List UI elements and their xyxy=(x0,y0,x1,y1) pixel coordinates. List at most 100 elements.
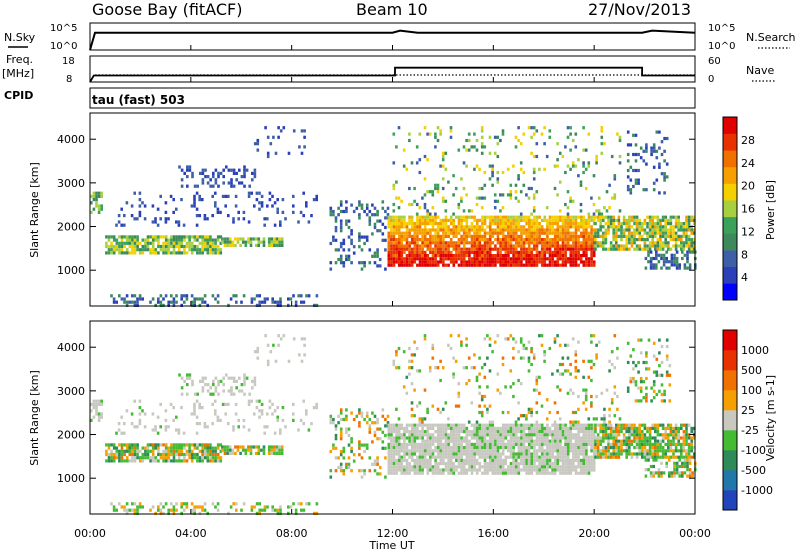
power-cell-661 xyxy=(345,200,348,204)
power-cell-1525 xyxy=(527,247,531,251)
power-cell-1117 xyxy=(452,260,456,264)
power-cell-429 xyxy=(151,220,155,224)
power-cell-1506 xyxy=(525,234,528,238)
velocity-cell-935 xyxy=(418,465,422,469)
power-cell-2462 xyxy=(677,218,680,222)
power-cell-982 xyxy=(426,263,430,267)
power-cell-275 xyxy=(260,240,263,244)
power-cell-2416 xyxy=(661,247,665,251)
power-cell-111 xyxy=(151,251,155,255)
power-cell-1773 xyxy=(574,215,578,219)
velocity-cell-128 xyxy=(162,459,165,463)
power-cell-1101 xyxy=(449,244,453,248)
power-cell-944 xyxy=(421,231,424,235)
power-cell-1663 xyxy=(553,241,557,245)
power-cell-1597 xyxy=(540,254,544,258)
power-cell-1904 xyxy=(408,186,411,191)
power-cell-1998 xyxy=(478,167,481,171)
power-cell-1047 xyxy=(439,244,443,248)
power-cell-1415 xyxy=(509,222,513,226)
power-cell-755 xyxy=(387,225,391,229)
power-cell-2073 xyxy=(530,135,533,139)
velocity-cell-1648 xyxy=(548,455,552,459)
power-cell-1488 xyxy=(522,215,526,219)
velocity-cell-1597 xyxy=(540,433,544,437)
power-cell-572 xyxy=(227,168,231,172)
power-cell-2170 xyxy=(605,209,609,213)
power-cell-715 xyxy=(371,203,374,207)
power-cell-2573 xyxy=(683,253,687,257)
power-cell-913 xyxy=(416,222,419,226)
power-cell-720 xyxy=(373,213,377,217)
power-cell-1390 xyxy=(504,244,508,248)
velocity-cell-224 xyxy=(211,452,215,457)
power-cell-1011 xyxy=(434,215,437,219)
velocity-cell-719 xyxy=(373,414,377,418)
power-cell-2584 xyxy=(691,250,694,254)
power-cell-723 xyxy=(373,251,377,255)
power-cell-228 xyxy=(214,241,217,245)
power-cell-882 xyxy=(408,260,411,264)
velocity-cell-2061 xyxy=(527,410,531,415)
velocity-cell-1412 xyxy=(507,446,510,450)
noise-left-tick-top: 10^5 xyxy=(50,23,77,34)
power-cell-1680 xyxy=(556,247,560,251)
velocity-cell-718 xyxy=(371,462,374,466)
power-cell-1387 xyxy=(504,234,508,238)
power-cell-2318 xyxy=(633,247,636,251)
velocity-cell-1186 xyxy=(465,449,469,453)
velocity-cell-142 xyxy=(170,449,173,453)
power-cell-666 xyxy=(345,254,348,258)
power-cell-2180 xyxy=(618,135,622,139)
power-cell-1768 xyxy=(572,250,575,254)
power-cell-2622 xyxy=(645,143,648,147)
velocity-cell-527 xyxy=(307,428,311,432)
power-cell-1120 xyxy=(455,225,458,229)
power-cell-1450 xyxy=(514,238,518,242)
velocity-cell-1290 xyxy=(486,423,489,427)
power-cell-1162 xyxy=(462,228,466,232)
power-cell-1251 xyxy=(478,247,482,251)
power-cell-405 xyxy=(315,294,319,298)
power-cell-896 xyxy=(410,260,414,264)
power-cell-1425 xyxy=(509,257,513,261)
velocity-cell-2091 xyxy=(551,372,554,376)
power-cell-2555 xyxy=(668,266,671,270)
velocity-cell-437 xyxy=(164,418,168,422)
velocity-cell-1510 xyxy=(525,439,528,443)
colorbar-tick-4: 12 xyxy=(741,225,755,238)
power-cell-7 xyxy=(95,191,98,195)
velocity-cell-568 xyxy=(222,376,225,380)
velocity-cell-1161 xyxy=(460,458,463,462)
power-cell-1586 xyxy=(538,257,541,261)
velocity-cell-607 xyxy=(269,350,273,354)
power-cell-174 xyxy=(185,244,189,249)
velocity-cell-593 xyxy=(248,392,251,396)
power-cell-1522 xyxy=(527,238,531,242)
velocity-cell-1537 xyxy=(530,426,534,430)
power-cell-860 xyxy=(405,231,409,235)
velocity-cell-1577 xyxy=(535,468,539,472)
velocity-cell-400 xyxy=(300,508,303,512)
power-cell-2155 xyxy=(595,158,598,162)
velocity-cell-267 xyxy=(249,448,253,452)
power-cell-274 xyxy=(257,243,261,247)
velocity-cell-544 xyxy=(191,383,194,387)
power-cell-1825 xyxy=(582,250,586,254)
power-cell-2016 xyxy=(488,164,492,168)
power-cell-1457 xyxy=(514,260,518,264)
velocity-cell-882 xyxy=(410,426,414,430)
power-cell-2117 xyxy=(566,206,570,210)
power-cell-424 xyxy=(138,214,142,218)
velocity-cell-427 xyxy=(143,425,147,429)
velocity-cell-1881 xyxy=(590,455,593,459)
velocity-cell-261 xyxy=(241,448,245,452)
velocity-cell-92 xyxy=(141,459,145,463)
velocity-cell-277 xyxy=(262,448,266,452)
velocity-cell-2023 xyxy=(501,356,505,360)
power-cell-711 xyxy=(368,219,372,223)
velocity-cell-1193 xyxy=(468,430,471,434)
power-cell-874 xyxy=(408,231,411,235)
velocity-cell-1441 xyxy=(512,449,515,453)
power-cell-2120 xyxy=(569,132,572,136)
